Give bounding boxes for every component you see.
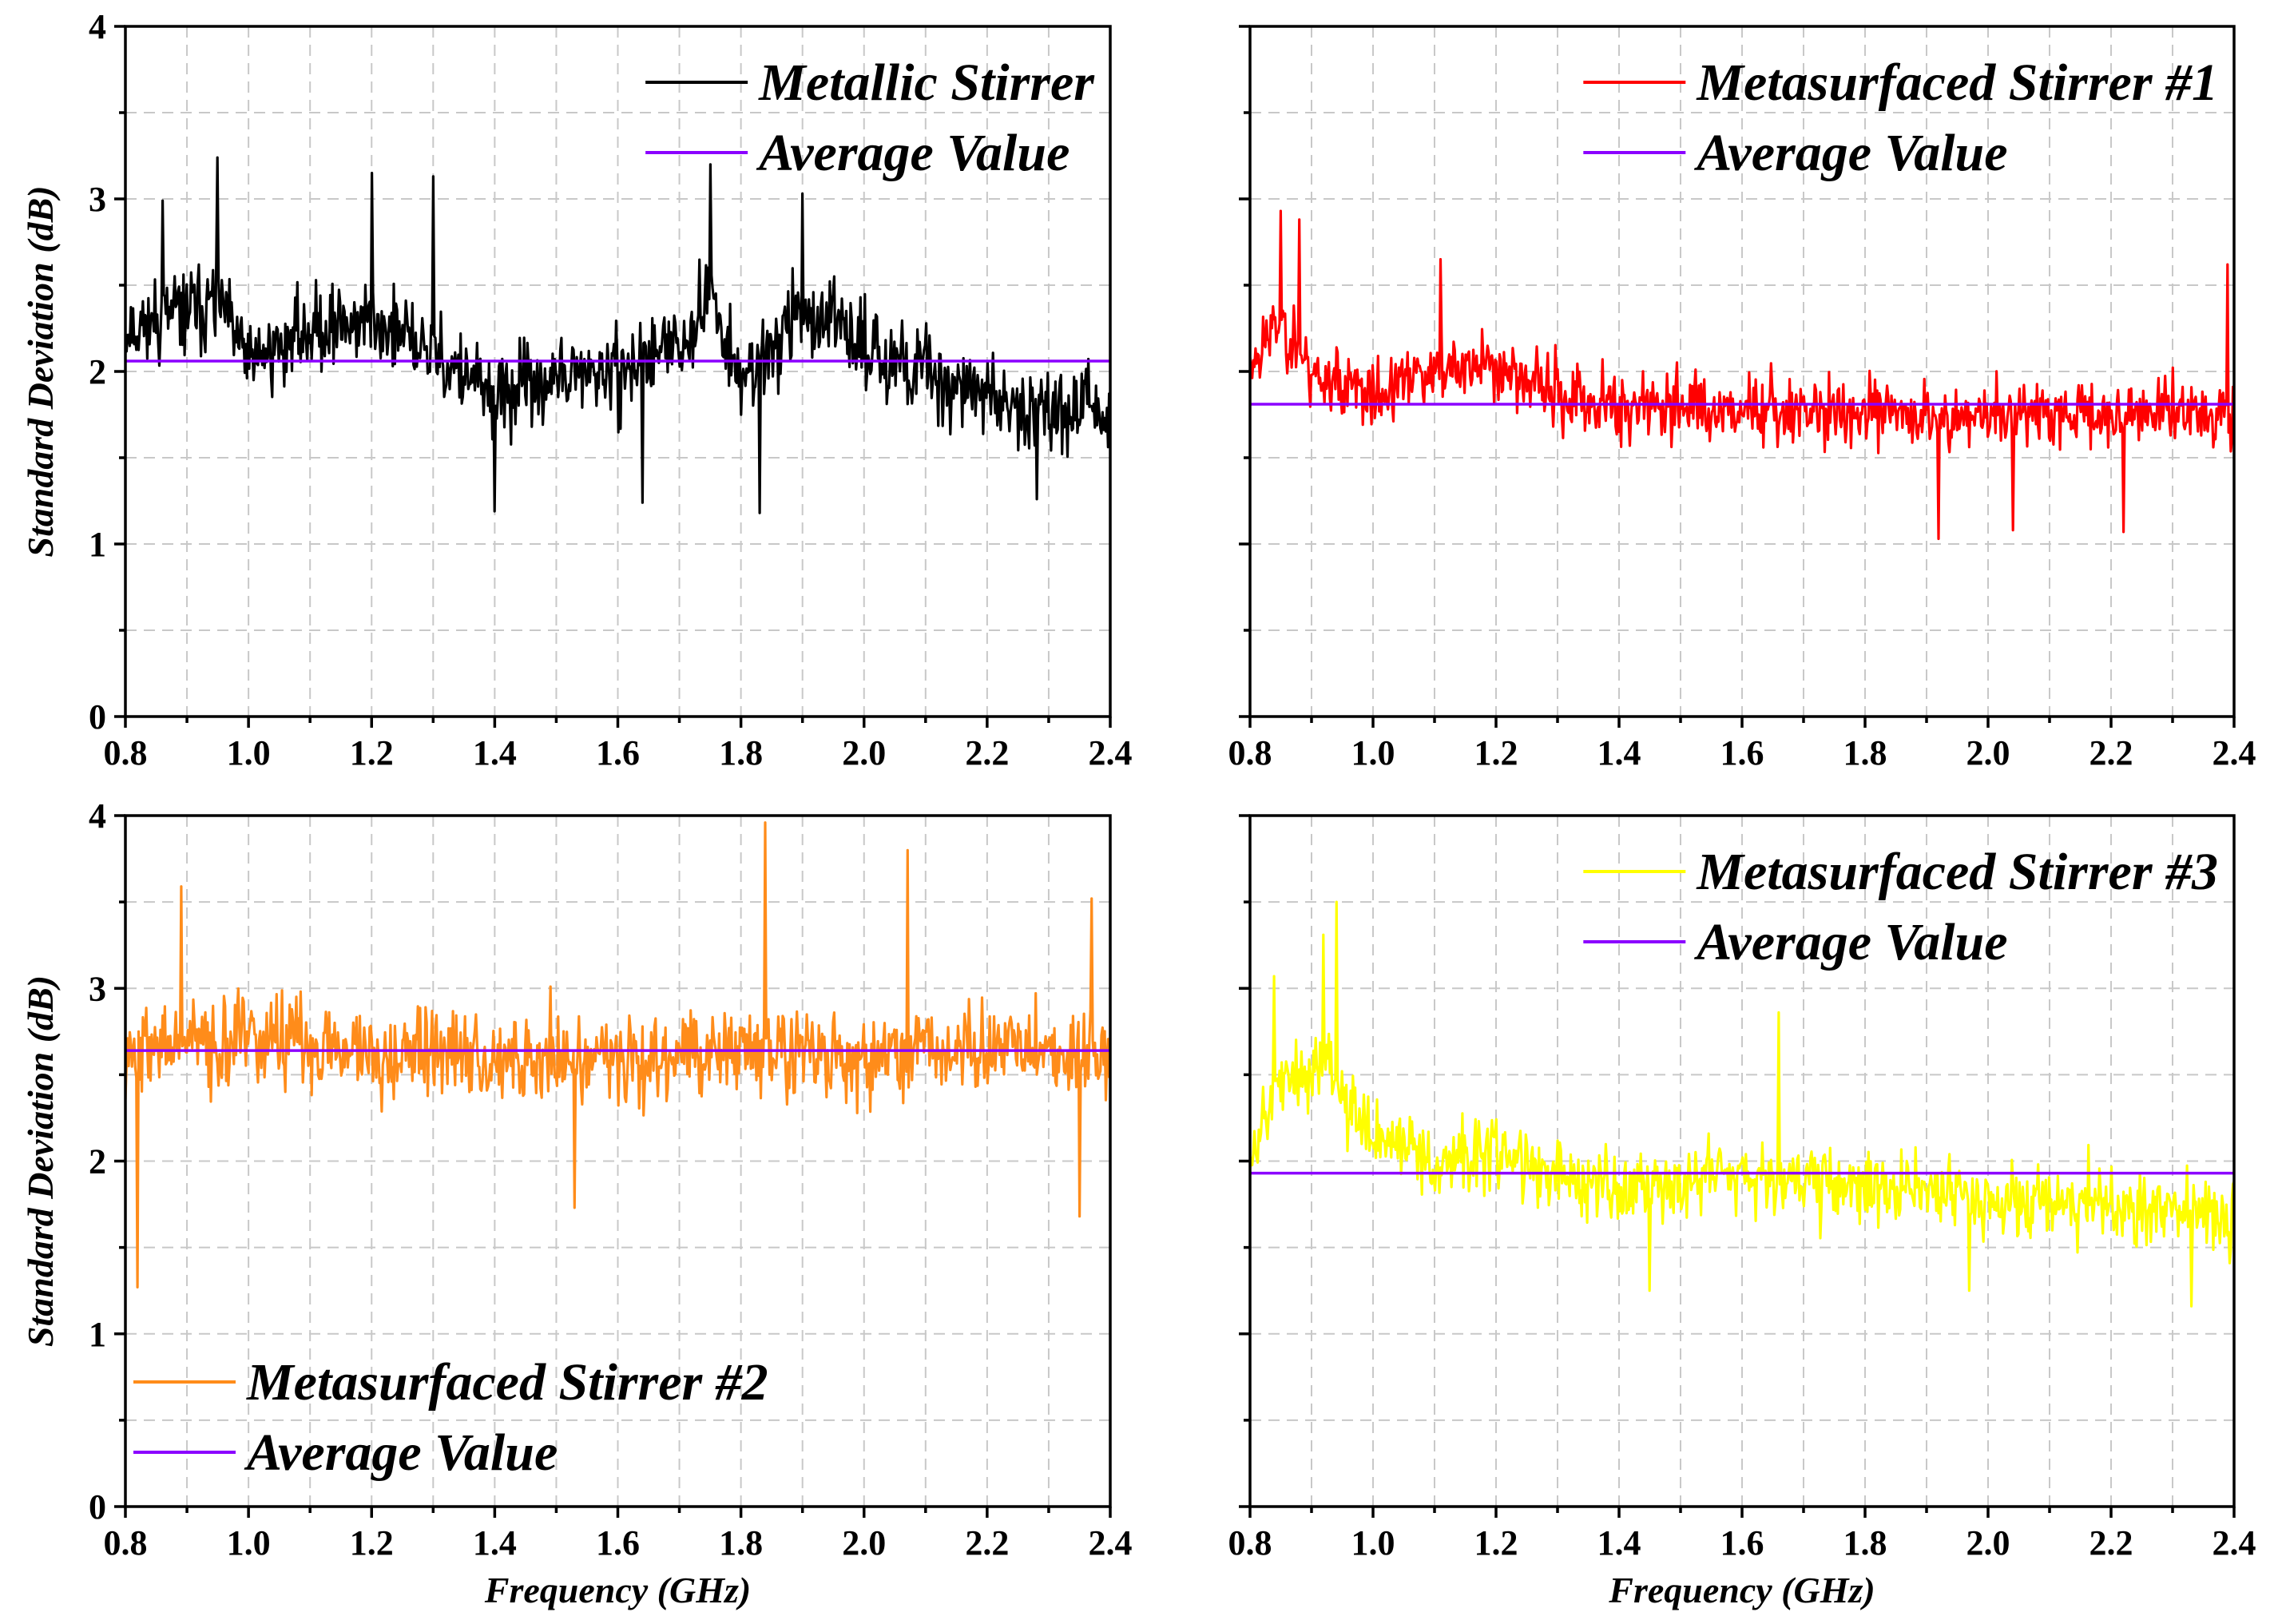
x-axis-title: Frequency (GHz) [484, 1570, 751, 1610]
x-tick-label: 0.8 [1228, 1523, 1272, 1562]
legend-label-series: Metasurfaced Stirrer #2 [246, 1353, 768, 1412]
x-tick-label: 1.0 [227, 733, 271, 772]
y-tick-label: 0 [89, 1487, 106, 1527]
legend-label-series: Metallic Stirrer [758, 54, 1095, 112]
legend: Metasurfaced Stirrer #1 Average Value [1583, 54, 2218, 182]
x-tick-label: 1.4 [473, 733, 517, 772]
x-tick-label: 2.2 [2089, 1523, 2133, 1562]
x-tick-label: 2.4 [2213, 733, 2256, 772]
legend: Metasurfaced Stirrer #2 Average Value [133, 1353, 768, 1482]
x-tick-label: 2.4 [1089, 733, 1133, 772]
x-tick-label: 1.0 [1351, 733, 1395, 772]
x-tick-label: 1.4 [1597, 733, 1641, 772]
x-tick-label: 1.6 [1720, 1523, 1764, 1562]
x-tick-label: 2.4 [1089, 1523, 1133, 1562]
x-axis-title: Frequency (GHz) [1608, 1570, 1875, 1610]
chart-panel-top-left: 0.8 1.0 1.2 1.4 1.6 1.8 2.0 2.2 2.4 0 1 2 3 4 Standard… [20, 7, 1133, 772]
series-line-metasurfaced-stirrer-1 [1250, 209, 2234, 541]
chart-panel-top-right: 0.8 1.0 1.2 1.4 1.6 1.8 2.0 2.2 2.4 Metasurfaced … [1228, 25, 2256, 772]
y-tick-label: 1 [89, 525, 106, 564]
x-tick-label: 2.0 [1966, 733, 2010, 772]
x-tick-label: 1.8 [719, 1523, 763, 1562]
x-tick-label: 1.2 [350, 733, 394, 772]
x-tick-label: 1.6 [596, 1523, 640, 1562]
legend-label-average: Average Value [1693, 913, 2007, 971]
x-tick-label: 2.4 [2213, 1523, 2256, 1562]
y-tick-label: 1 [89, 1315, 106, 1354]
legend-label-average: Average Value [244, 1423, 558, 1482]
legend-label-series: Metasurfaced Stirrer #1 [1696, 54, 2218, 112]
chart-panel-bottom-left: 0.8 1.0 1.2 1.4 1.6 1.8 2.0 2.2 2.4 0 1 2 3 4 Standard… [20, 796, 1133, 1610]
x-tick-label: 2.0 [1966, 1523, 2010, 1562]
x-tick-label: 1.2 [350, 1523, 394, 1562]
legend: Metallic Stirrer Average Value [645, 54, 1095, 182]
x-tick-label: 0.8 [1228, 733, 1272, 772]
legend-label-average: Average Value [756, 124, 1070, 182]
x-tick-label: 1.0 [227, 1523, 271, 1562]
y-tick-label: 2 [89, 1142, 106, 1181]
x-tick-label: 2.0 [842, 733, 886, 772]
x-tick-label: 2.2 [2089, 733, 2133, 772]
x-tick-label: 1.8 [719, 733, 763, 772]
series-line-metasurfaced-stirrer-2 [125, 821, 1110, 1288]
x-tick-label: 1.4 [473, 1523, 517, 1562]
x-tick-label: 1.2 [1474, 733, 1518, 772]
series-line-metallic-stirrer [125, 156, 1110, 514]
x-tick-label: 0.8 [104, 733, 148, 772]
x-tick-label: 2.2 [965, 733, 1009, 772]
x-tick-label: 1.6 [596, 733, 640, 772]
x-tick-label: 2.2 [965, 1523, 1009, 1562]
y-tick-label: 4 [89, 796, 106, 836]
x-tick-label: 1.8 [1843, 733, 1887, 772]
y-axis-title: Standard Deviation (dB) [20, 185, 61, 557]
legend-label-series: Metasurfaced Stirrer #3 [1696, 843, 2218, 901]
series-line-metasurfaced-stirrer-3 [1250, 900, 2234, 1308]
x-tick-label: 1.4 [1597, 1523, 1641, 1562]
y-tick-label: 4 [89, 7, 106, 46]
x-tick-label: 2.0 [842, 1523, 886, 1562]
y-tick-label: 3 [89, 180, 106, 219]
x-tick-label: 1.6 [1720, 733, 1764, 772]
chart-panel-bottom-right: 0.8 1.0 1.2 1.4 1.6 1.8 2.0 2.2 2.4 Frequency (GH… [1228, 814, 2256, 1610]
y-tick-label: 0 [89, 697, 106, 737]
x-tick-label: 1.2 [1474, 1523, 1518, 1562]
x-tick-label: 0.8 [104, 1523, 148, 1562]
x-tick-label: 1.0 [1351, 1523, 1395, 1562]
x-tick-label: 1.8 [1843, 1523, 1887, 1562]
y-tick-label: 2 [89, 352, 106, 391]
legend: Metasurfaced Stirrer #3 Average Value [1583, 843, 2218, 971]
legend-label-average: Average Value [1693, 124, 2007, 182]
y-tick-label: 3 [89, 969, 106, 1008]
y-axis-title: Standard Deviation (dB) [20, 975, 61, 1347]
